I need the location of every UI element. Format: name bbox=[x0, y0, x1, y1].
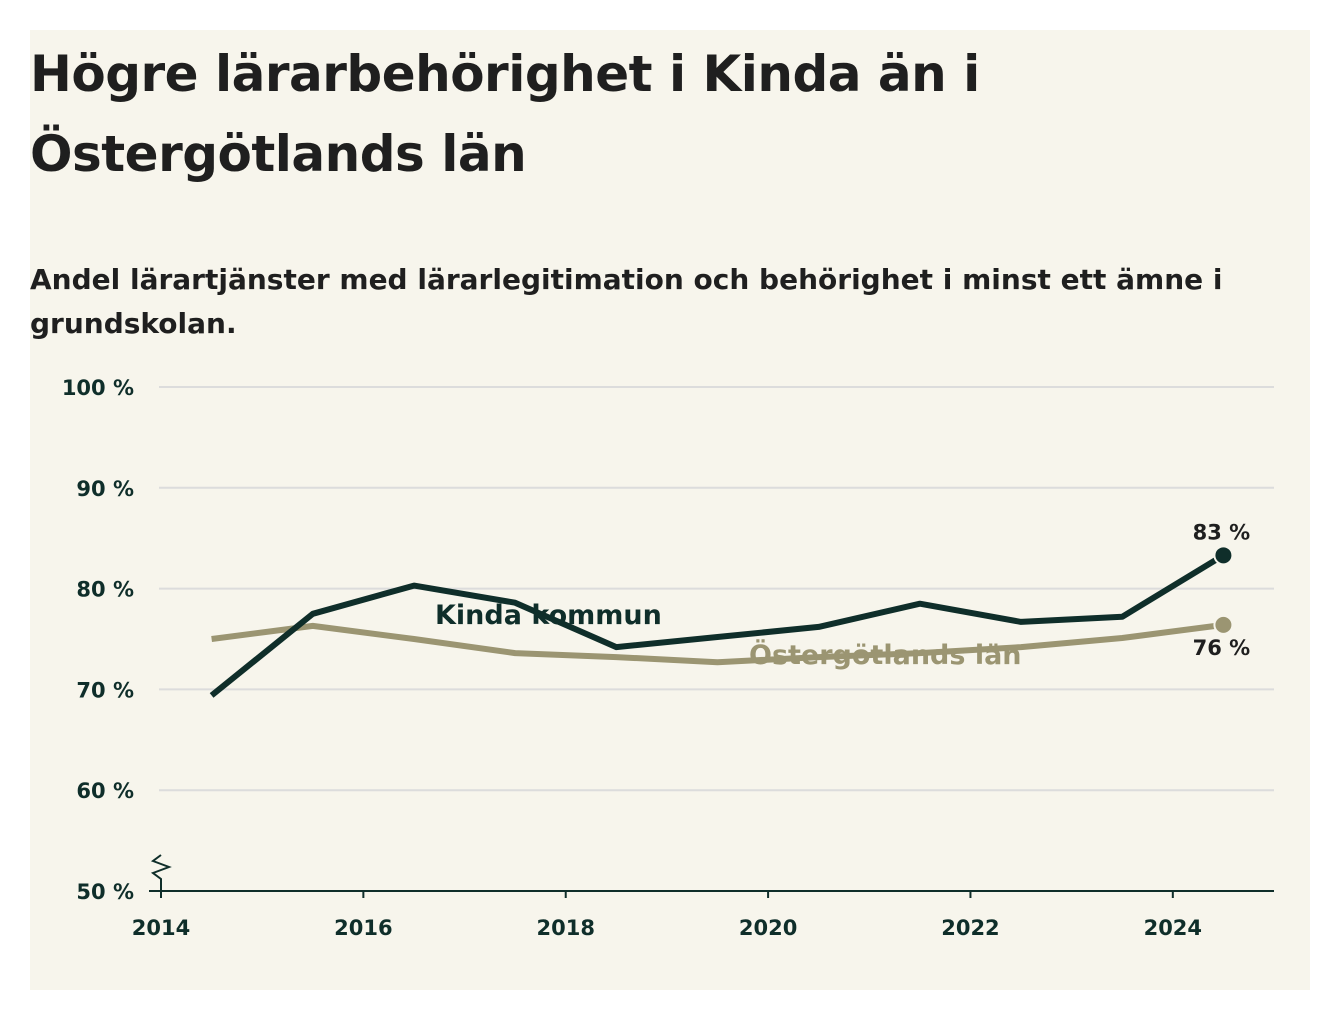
chart-title: Högre lärarbehörighet i Kinda än i Öster… bbox=[30, 45, 980, 183]
end-label-kinda: 83 % bbox=[1193, 520, 1251, 544]
y-tick-label: 60 % bbox=[76, 779, 134, 803]
y-tick-label: 100 % bbox=[62, 376, 134, 400]
y-tick-label: 80 % bbox=[76, 578, 134, 602]
x-tick-label: 2016 bbox=[334, 916, 392, 940]
chart-card: Högre lärarbehörighet i Kinda än i Öster… bbox=[30, 30, 1310, 990]
axis-break-icon bbox=[150, 854, 172, 891]
end-point-ostergotland bbox=[1213, 614, 1234, 635]
x-tick-label: 2020 bbox=[739, 916, 797, 940]
x-axis: 2014 2016 2018 2020 2022 2024 bbox=[132, 854, 1274, 940]
y-tick-label: 90 % bbox=[76, 477, 134, 501]
series-line-kinda bbox=[209, 552, 1225, 698]
series-label-kinda: Kinda kommun bbox=[435, 600, 662, 631]
series-line-ostergotland bbox=[211, 621, 1224, 666]
x-tick-label: 2024 bbox=[1144, 916, 1202, 940]
x-tick-label: 2018 bbox=[537, 916, 595, 940]
y-axis-ticks: 50 % 60 % 70 % 80 % 90 % 100 % bbox=[62, 376, 134, 904]
end-label-ostergotland: 76 % bbox=[1193, 636, 1251, 660]
x-tick-label: 2022 bbox=[941, 916, 999, 940]
chart-subtitle: Andel lärartjänster med lärarlegitimatio… bbox=[30, 263, 1223, 340]
series-lines bbox=[209, 552, 1225, 698]
x-tick-label: 2014 bbox=[132, 916, 190, 940]
end-markers: 83 % 76 % bbox=[1193, 520, 1251, 660]
y-tick-label: 50 % bbox=[76, 880, 134, 904]
end-point-kinda bbox=[1213, 545, 1234, 566]
line-chart: 50 %60 %70 %80 %90 %100 % 2014 2016 2018 20… bbox=[62, 376, 1274, 940]
y-tick-label: 70 % bbox=[76, 678, 134, 702]
grid-lines bbox=[159, 386, 1274, 792]
series-label-ostergotland: Östergötlands län bbox=[749, 638, 1022, 671]
